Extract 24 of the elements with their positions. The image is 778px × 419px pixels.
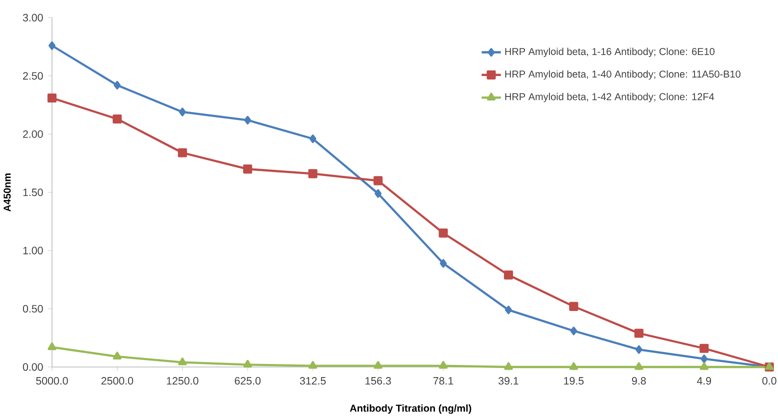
x-axis-title: Antibody Titration (ng/ml) [350,404,472,414]
y-tick-label: 3.00 [22,14,43,22]
x-tick-label: 39.1 [498,377,518,385]
legend-label: HRP Amyloid beta, 1-42 Antibody; Clone: 12F4 [505,92,714,102]
x-tick-label: 312.5 [300,377,326,385]
legend-label: HRP Amyloid beta, 1-16 Antibody; Clone: 6E10 [505,48,715,58]
x-tick-label: 1250.0 [166,377,198,385]
y-axis-title: A450nm [4,174,11,212]
x-tick-label: 5000.0 [36,377,68,385]
x-tick-label: 9.8 [632,377,646,385]
x-tick-label: 156.3 [366,377,391,385]
y-tick-label: 0.50 [22,305,43,313]
y-tick-label: 0.00 [22,363,43,371]
y-tick-label: 2.50 [23,72,43,80]
legend-label: HRP Amyloid beta, 1-40 Antibody; Clone: 11A50-B10 [505,70,740,80]
x-tick-label: 625.0 [234,377,261,385]
x-tick-label: 0.0 [762,377,776,385]
x-tick-label: 4.9 [696,377,712,385]
x-tick-label: 78.1 [433,377,454,385]
x-tick-label: 2500.0 [101,377,134,385]
y-tick-label: 1.50 [23,188,43,196]
x-tick-label: 19.5 [564,377,584,385]
y-tick-label: 1.00 [23,246,43,254]
y-tick-label: 2.00 [23,130,43,138]
